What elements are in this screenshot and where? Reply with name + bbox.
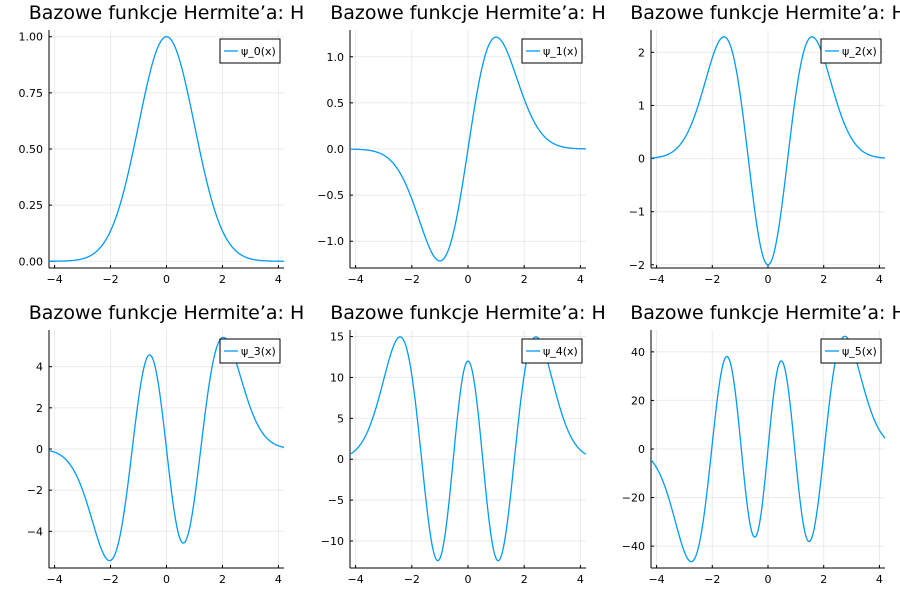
x-tick-label: −2	[704, 273, 720, 286]
x-tick-label: 2	[219, 273, 226, 286]
y-tick-label: −5	[328, 494, 344, 507]
y-tick-label: 0	[638, 153, 645, 166]
y-tick-label: 40	[631, 346, 645, 359]
x-tick-label: 4	[577, 573, 584, 586]
y-tick-label: 0	[36, 443, 43, 456]
x-tick-label: −4	[46, 273, 62, 286]
y-tick-label: −2	[629, 259, 645, 272]
legend-label: ψ_3(x)	[241, 345, 276, 358]
x-tick-label: −2	[404, 573, 420, 586]
x-tick-label: 4	[577, 273, 584, 286]
subplot-title: Bazowe funkcje Hermite’a: H	[630, 302, 900, 324]
x-tick-label: 0	[765, 273, 772, 286]
y-tick-label: −2	[27, 484, 43, 497]
x-tick-label: 2	[521, 273, 528, 286]
y-tick-label: 1.0	[327, 51, 345, 64]
x-tick-label: −4	[648, 273, 664, 286]
x-tick-label: 2	[820, 273, 827, 286]
x-tick-label: −2	[704, 573, 720, 586]
x-tick-label: −4	[348, 273, 364, 286]
y-tick-label: 20	[631, 394, 645, 407]
y-tick-label: 0	[638, 443, 645, 456]
series-line-psi-1	[350, 36, 586, 262]
y-tick-label: 0.0	[327, 143, 345, 156]
legend-label: ψ_2(x)	[842, 45, 877, 58]
y-tick-label: −0.5	[317, 189, 344, 202]
x-tick-label: 0	[765, 573, 772, 586]
y-tick-label: 2	[36, 402, 43, 415]
y-tick-label: −20	[622, 492, 645, 505]
legend-box	[820, 38, 882, 64]
legend-label: ψ_5(x)	[842, 345, 877, 358]
x-tick-label: 4	[876, 573, 883, 586]
subplot-4: −4 −2 0 2 4 −4 −2 0 2 4 ψ_3(x) Bazowe funkcje Hermi…	[27, 302, 305, 586]
y-tick-label: 0	[337, 453, 344, 466]
x-tick-label: −2	[102, 273, 118, 286]
series-line-psi-3	[49, 336, 284, 562]
y-tick-label: 10	[330, 371, 344, 384]
x-tick-label: 0	[465, 273, 472, 286]
x-tick-label: −2	[404, 273, 420, 286]
y-tick-label: 0.00	[19, 255, 44, 268]
x-tick-label: 4	[275, 273, 282, 286]
x-tick-label: 4	[876, 273, 883, 286]
y-tick-label: 0.5	[327, 97, 345, 110]
legend-label: ψ_4(x)	[543, 345, 578, 358]
x-tick-label: 0	[465, 573, 472, 586]
y-tick-label: −1.0	[317, 235, 344, 248]
subplot-title: Bazowe funkcje Hermite’a: H	[330, 2, 606, 24]
subplot-title: Bazowe funkcje Hermite’a: H	[29, 2, 305, 24]
x-tick-label: 4	[275, 573, 282, 586]
y-tick-label: 0.50	[19, 143, 44, 156]
y-tick-label: −4	[27, 525, 43, 538]
x-tick-label: 0	[163, 273, 170, 286]
subplot-2: −4 −2 0 2 4 −1.0 −0.5 0.0 0.5 1.0 ψ_1(x) Bazowe fun…	[317, 2, 606, 286]
y-tick-label: 1.00	[19, 31, 44, 44]
y-tick-label: 15	[330, 331, 344, 344]
subplot-title: Bazowe funkcje Hermite’a: H	[29, 302, 305, 324]
subplot-title: Bazowe funkcje Hermite’a: H	[630, 2, 900, 24]
x-tick-label: −4	[348, 573, 364, 586]
x-tick-label: 2	[820, 573, 827, 586]
x-tick-label: −4	[648, 573, 664, 586]
y-tick-label: −10	[321, 535, 344, 548]
subplot-1: −4 −2 0 2 4 0.00 0.25 0.50 0.75 1.00 ψ_0(x) Bazowe …	[19, 2, 305, 286]
x-tick-label: 2	[219, 573, 226, 586]
y-tick-label: −40	[622, 540, 645, 553]
x-tick-label: 0	[163, 573, 170, 586]
x-tick-label: −2	[102, 573, 118, 586]
y-tick-label: 2	[638, 46, 645, 59]
series-line-psi-5	[651, 335, 885, 563]
subplot-title: Bazowe funkcje Hermite’a: H	[330, 302, 606, 324]
y-tick-label: 4	[36, 361, 43, 374]
subplot-5: −4 −2 0 2 4 −10 −5 0 5 10 15 ψ_4(x) Bazowe funkcje H…	[321, 302, 606, 586]
x-tick-label: −4	[46, 573, 62, 586]
y-tick-label: 0.25	[19, 199, 44, 212]
legend-label: ψ_0(x)	[241, 45, 276, 58]
legend-label: ψ_1(x)	[543, 45, 578, 58]
y-tick-label: 0.75	[19, 87, 44, 100]
series-line-psi-0	[49, 36, 284, 262]
y-tick-label: −1	[629, 206, 645, 219]
y-tick-label: 1	[638, 99, 645, 112]
y-tick-label: 5	[337, 412, 344, 425]
legend-box	[521, 338, 583, 364]
series-line-psi-2	[651, 36, 885, 266]
x-tick-label: 2	[521, 573, 528, 586]
